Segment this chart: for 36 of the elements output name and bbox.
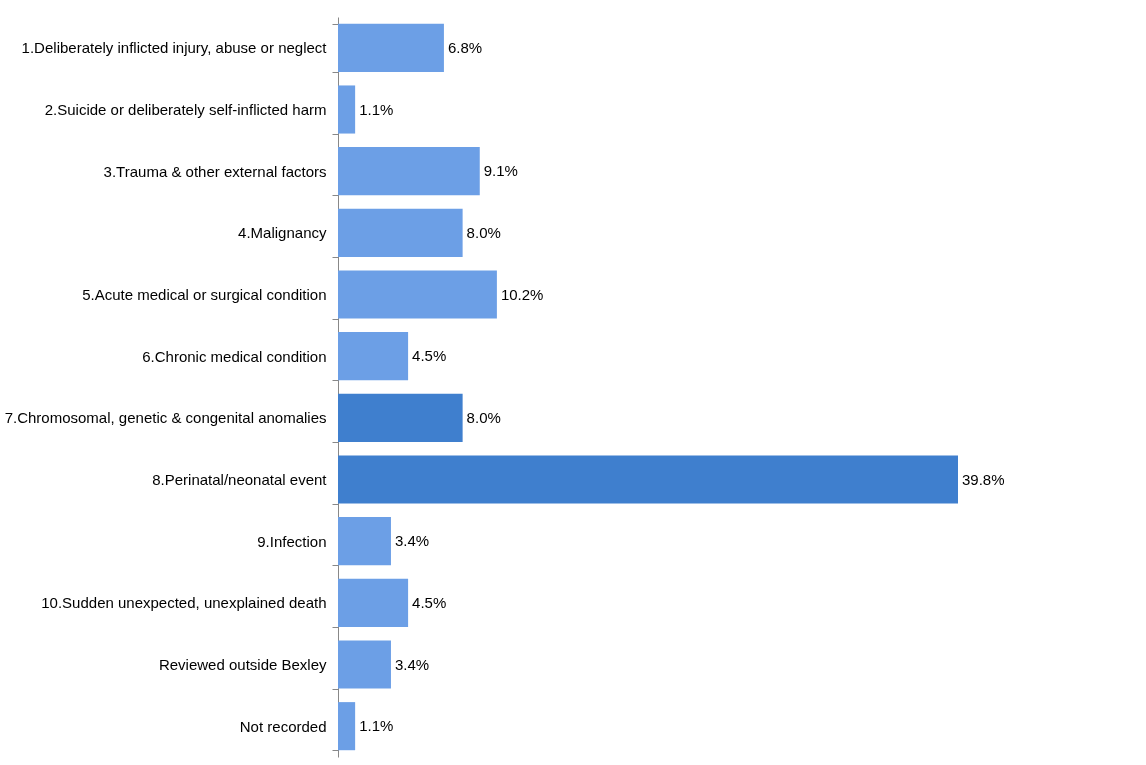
y-tick-label: 7.Chromosomal, genetic & congenital anomalies [4, 409, 327, 427]
y-tick-label: 6.Chronic medical condition [142, 347, 327, 365]
data-label: 3.4% [394, 655, 430, 673]
y-tick-label: 4.Malignancy [238, 224, 327, 242]
bar [338, 85, 356, 134]
data-label: 39.8% [962, 470, 1005, 488]
bar [338, 517, 391, 566]
y-tick-label: Reviewed outside Bexley [158, 656, 327, 673]
bar [338, 702, 356, 751]
y-tick-label: 5.Acute medical or surgical condition [82, 286, 327, 303]
bar [338, 393, 463, 442]
bar [338, 578, 409, 627]
bar [338, 332, 409, 381]
y-tick-label: Not recorded [239, 717, 327, 735]
data-label: 8.0% [466, 408, 501, 426]
bar [338, 270, 497, 319]
data-label: 1.1% [359, 717, 394, 735]
bar [338, 23, 444, 72]
data-label: 6.8% [447, 38, 483, 56]
bar [338, 147, 480, 196]
y-tick-label: 9.Infection [257, 532, 327, 550]
data-label: 3.4% [394, 532, 430, 550]
y-tick-label: 8.Perinatal/neonatal event [152, 471, 328, 488]
data-label: 10.2% [500, 285, 544, 303]
data-label: 1.1% [359, 100, 394, 118]
y-tick-label: 3.Trauma & other external factors [103, 162, 327, 180]
y-tick-label: 10.Sudden unexpected, unexplained death [41, 594, 327, 612]
y-tick-label: 2.Suicide or deliberately self-inflicted harm [44, 101, 327, 118]
data-label: 9.1% [483, 162, 518, 180]
bar [338, 208, 463, 257]
data-label: 8.0% [466, 223, 501, 241]
y-tick-label: 1.Deliberately inflicted injury, abuse or neglect [21, 39, 328, 57]
bar [338, 640, 391, 689]
data-label: 4.5% [412, 347, 447, 365]
bar [338, 455, 958, 504]
data-label: 4.5% [412, 593, 447, 611]
